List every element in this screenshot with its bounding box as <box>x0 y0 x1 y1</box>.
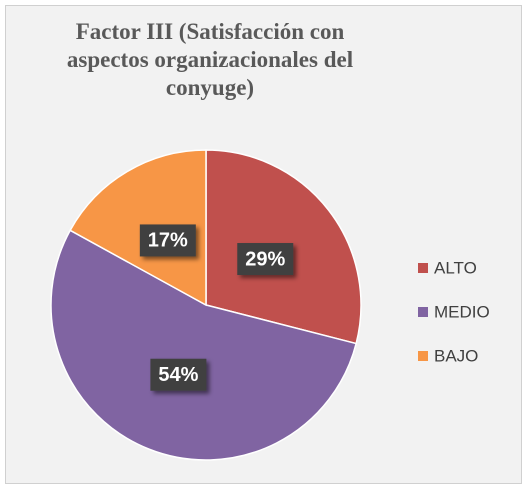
data-label: 17% <box>148 230 188 252</box>
legend-swatch <box>418 263 428 273</box>
legend-swatch <box>418 351 428 361</box>
data-label-box <box>139 224 196 257</box>
legend-swatch <box>418 307 428 317</box>
data-label: 29% <box>245 248 285 270</box>
pie-slice <box>50 229 358 461</box>
data-label-box <box>237 243 294 276</box>
legend-label: ALTO <box>434 258 477 277</box>
pie-slice <box>69 149 207 307</box>
data-label: 54% <box>158 364 198 386</box>
legend-label: MEDIO <box>434 302 490 321</box>
legend-label: BAJO <box>434 346 478 365</box>
chart-title: Factor III (Satisfacción con aspectos or… <box>66 19 354 100</box>
data-label-box <box>150 358 207 391</box>
